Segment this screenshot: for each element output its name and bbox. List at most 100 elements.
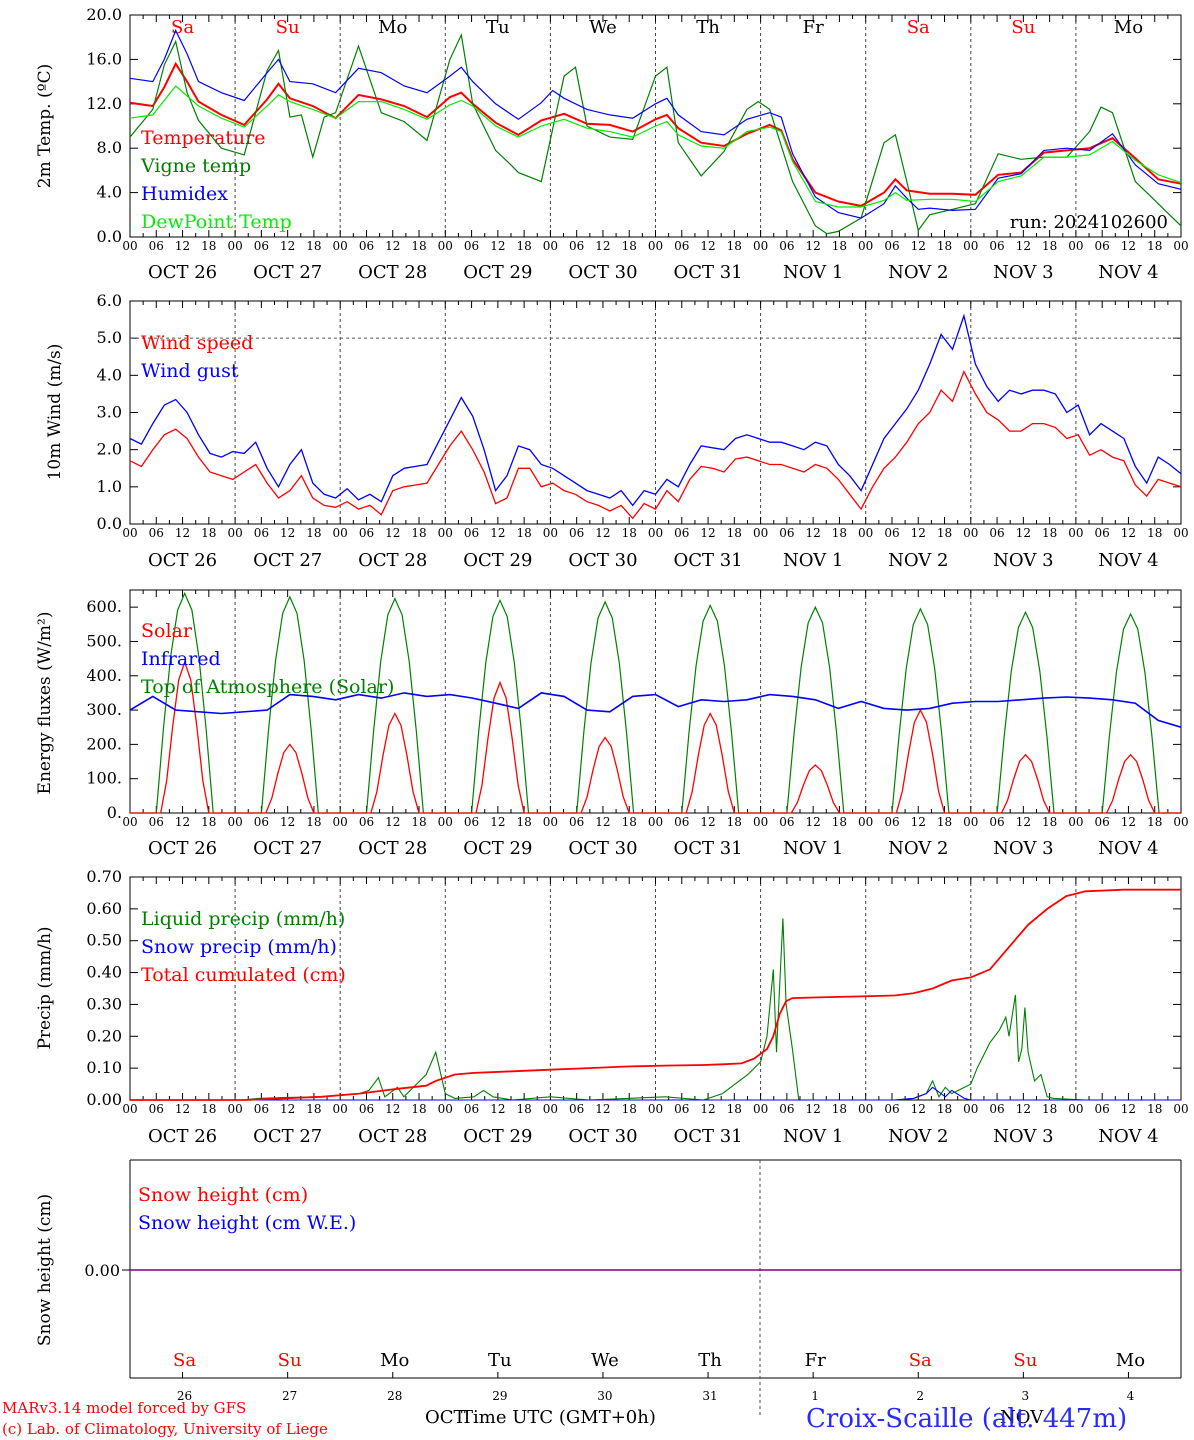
series-line-temperature	[129, 61, 1182, 207]
hour-tick-label: 12	[385, 815, 400, 829]
hour-tick-label: 06	[254, 1102, 269, 1116]
day-number-label: 30	[597, 1389, 612, 1403]
date-label: NOV 3	[993, 550, 1053, 571]
y-tick-label: 0.	[107, 803, 122, 822]
date-label: NOV 1	[783, 550, 843, 571]
hour-tick-label: 00	[858, 526, 873, 540]
hour-tick-label: 06	[989, 239, 1004, 253]
hour-tick-label: 12	[1016, 526, 1031, 540]
hour-tick-label: 00	[438, 526, 453, 540]
hour-tick-label: 12	[911, 1102, 926, 1116]
y-tick-label: 0.40	[86, 963, 122, 982]
legend-entry: Vigne temp	[140, 155, 251, 177]
y-tick-label: 6.0	[97, 291, 122, 310]
date-label: OCT 31	[673, 1126, 742, 1147]
hour-tick-label: 06	[359, 1102, 374, 1116]
hour-tick-label-final: 00	[1173, 815, 1188, 829]
hour-tick-label: 18	[832, 1102, 847, 1116]
hour-tick-label: 06	[359, 815, 374, 829]
hour-tick-label: 12	[490, 815, 505, 829]
date-label: NOV 1	[783, 262, 843, 283]
plot-frame	[129, 589, 1182, 814]
y-tick-label: 0.10	[86, 1058, 122, 1077]
hour-tick-label: 00	[122, 815, 137, 829]
day-number-label: 29	[492, 1389, 507, 1403]
weekday-label: Tu	[486, 17, 510, 38]
hour-tick-label: 12	[806, 526, 821, 540]
hour-tick-label: 00	[648, 239, 663, 253]
hour-tick-label: 18	[201, 815, 216, 829]
hour-tick-label: 06	[989, 526, 1004, 540]
hour-tick-label: 06	[674, 526, 689, 540]
hour-tick-label: 00	[1068, 239, 1083, 253]
x-axis-title: Time UTC (GMT+0h)	[461, 1407, 656, 1428]
y-tick-label: 600.	[86, 597, 122, 616]
weekday-label: Tu	[488, 1350, 512, 1371]
hour-tick-label: 06	[149, 1102, 164, 1116]
weekday-label: Sa	[907, 17, 930, 38]
legend-entry: Snow height (cm W.E.)	[138, 1212, 356, 1234]
day-number-label: 31	[702, 1389, 717, 1403]
model-credit: MARv3.14 model forced by GFS	[2, 1399, 246, 1417]
legend-entry: Temperature	[141, 127, 265, 149]
hour-tick-label: 18	[727, 1102, 742, 1116]
y-tick-label: 0.00	[84, 1261, 120, 1280]
y-axis-label: 2m Temp. (ºC)	[35, 64, 55, 189]
series-line-vigne-temp	[129, 32, 1182, 235]
hour-tick-label: 18	[832, 239, 847, 253]
hour-tick-label: 12	[490, 239, 505, 253]
legend-entry: Snow height (cm)	[138, 1184, 308, 1206]
hour-tick-label: 06	[464, 239, 479, 253]
hour-tick-label: 00	[858, 815, 873, 829]
hour-tick-label: 18	[516, 526, 531, 540]
legend-entry: DewPoint Temp	[141, 211, 292, 233]
hour-tick-label: 06	[149, 239, 164, 253]
y-axis-label: 10m Wind (m/s)	[45, 344, 65, 481]
hour-tick-label: 00	[227, 239, 242, 253]
hour-tick-label: 12	[280, 1102, 295, 1116]
hour-tick-label: 18	[516, 815, 531, 829]
hour-tick-label: 06	[569, 1102, 584, 1116]
hour-tick-label: 18	[1147, 526, 1162, 540]
hour-tick-label: 18	[727, 815, 742, 829]
hour-tick-label: 00	[858, 1102, 873, 1116]
hour-tick-label: 18	[1042, 815, 1057, 829]
y-tick-label: 3.0	[97, 403, 122, 422]
station-title: Croix-Scaille (alt. 447m)	[806, 1404, 1127, 1434]
weekday-label: We	[589, 17, 617, 38]
date-label: OCT 27	[253, 838, 322, 859]
legend-entry: Wind gust	[141, 360, 239, 382]
hour-tick-label: 18	[832, 815, 847, 829]
hour-tick-label: 00	[543, 239, 558, 253]
date-label: OCT 26	[148, 838, 217, 859]
hour-tick-label: 00	[753, 526, 768, 540]
date-label: OCT 27	[253, 262, 322, 283]
date-label: OCT 30	[568, 550, 637, 571]
series-line-infrared	[129, 692, 1182, 728]
weekday-label: Sa	[909, 1350, 932, 1371]
date-label: OCT 29	[463, 1126, 532, 1147]
hour-tick-label: 06	[989, 815, 1004, 829]
hour-tick-label: 18	[1147, 1102, 1162, 1116]
hour-tick-label: 06	[884, 815, 899, 829]
legend-entry: Humidex	[141, 183, 228, 205]
weekday-label: Su	[1013, 1350, 1037, 1371]
hour-tick-label: 00	[648, 1102, 663, 1116]
series-line-total-cumulated-cm-	[130, 888, 1181, 1101]
y-tick-label: 300.	[86, 700, 122, 719]
hour-tick-label: 18	[201, 526, 216, 540]
date-label: NOV 3	[993, 1126, 1053, 1147]
hour-tick-label: 18	[411, 1102, 426, 1116]
hour-tick-label: 06	[674, 815, 689, 829]
y-tick-label: 5.0	[97, 328, 122, 347]
weekday-label: We	[591, 1350, 619, 1371]
hour-tick-label: 18	[201, 1102, 216, 1116]
hour-tick-label: 12	[175, 815, 190, 829]
hour-tick-label: 00	[227, 526, 242, 540]
hour-tick-label: 12	[806, 1102, 821, 1116]
wind-panel: 00 06 12 18 OCT 26 00 06 12 18 OCT 27 00 06 12 18 OCT …	[45, 291, 1189, 571]
y-tick-label: 0.0	[97, 227, 122, 246]
hour-tick-label: 00	[122, 526, 137, 540]
date-label: OCT 31	[673, 262, 742, 283]
hour-tick-label: 06	[569, 815, 584, 829]
